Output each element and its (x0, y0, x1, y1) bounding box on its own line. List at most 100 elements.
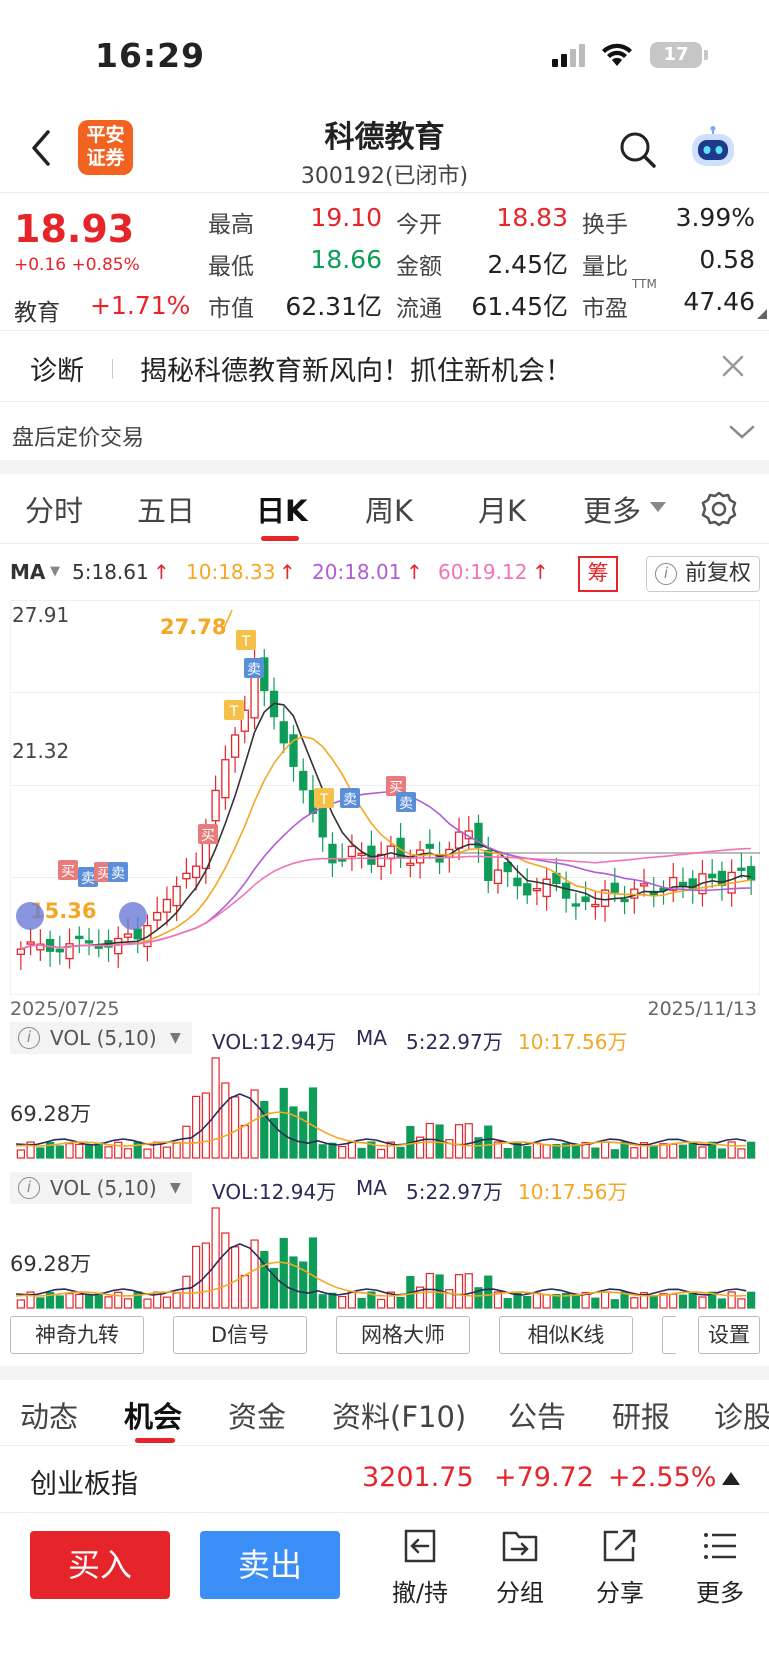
tab-monthly-k[interactable]: 月K (478, 494, 527, 528)
volume-bar (659, 1143, 668, 1159)
sector-name[interactable]: 教育 (14, 300, 60, 326)
volume-bar (688, 1142, 697, 1159)
volume-bar (16, 1299, 25, 1309)
ma10-line (20, 735, 752, 950)
tab-announcements[interactable]: 公告 (508, 1400, 567, 1434)
tool-settings[interactable]: 设置 (698, 1316, 760, 1354)
volume-bar (649, 1145, 658, 1159)
volume-bar (250, 1239, 259, 1309)
candle-body (299, 770, 308, 791)
ai-assistant-icon[interactable] (688, 126, 738, 170)
search-icon[interactable] (618, 130, 658, 170)
volume-selector[interactable]: i VOL (5,10) ▼ (10, 1172, 192, 1204)
chart-frame (10, 600, 760, 995)
tool-d-signal[interactable]: D信号 (173, 1316, 307, 1354)
tab-weekly-k[interactable]: 周K (365, 494, 414, 528)
tool-magic-nine[interactable]: 神奇九转 (10, 1316, 144, 1354)
index-ticker[interactable]: 创业板指 3201.75 +79.72 +2.55% (0, 1448, 769, 1510)
ma10-value: 10:18.33 (186, 560, 276, 584)
ma-caret-icon[interactable]: ▼ (50, 564, 60, 579)
volume-bar (192, 1245, 201, 1309)
sell-button[interactable]: 卖出 (200, 1531, 340, 1599)
candle-body (191, 865, 201, 879)
buy-button[interactable]: 买入 (30, 1531, 170, 1599)
volume-bar (75, 1143, 84, 1159)
tab-diagnosis[interactable]: 诊股 (714, 1400, 769, 1434)
tab-opportunity[interactable]: 机会 (124, 1400, 183, 1434)
share-button[interactable]: 分享 (580, 1527, 660, 1608)
volume-bar (454, 1274, 464, 1309)
trade-mark-box (386, 776, 406, 796)
close-icon[interactable] (718, 351, 748, 381)
ma-label[interactable]: MA (10, 560, 46, 584)
volume-bar (104, 1146, 113, 1159)
vol-ma-label: MA (356, 1026, 387, 1050)
tool-grid-master[interactable]: 网格大师 (336, 1316, 470, 1354)
volume-bar (552, 1293, 561, 1309)
candle-body (318, 806, 327, 838)
tab-daily-k[interactable]: 日K (256, 494, 308, 528)
tool-similar-k[interactable]: 相似K线 (499, 1316, 633, 1354)
diagnosis-banner[interactable]: 诊断 揭秘科德教育新风向！抓住新机会！ (0, 330, 769, 402)
tab-funds[interactable]: 资金 (228, 1400, 287, 1434)
gear-icon[interactable] (700, 490, 738, 528)
start-date: 2025/07/25 (10, 998, 120, 1020)
volume-ratio-label: 量比 (582, 254, 628, 280)
volume-bar (26, 1141, 35, 1159)
volume-chart-2[interactable] (10, 1204, 760, 1310)
volume-selector[interactable]: i VOL (5,10) ▼ (10, 1022, 192, 1054)
volume-chart-1[interactable] (10, 1054, 760, 1160)
y-label-top: 27.91 (12, 603, 69, 627)
tab-five-day[interactable]: 五日 (137, 494, 196, 528)
group-button[interactable]: 分组 (480, 1527, 560, 1608)
signal-icon (552, 44, 588, 67)
tab-intraday[interactable]: 分时 (25, 494, 84, 528)
volume-bar (678, 1144, 688, 1159)
volume-bar (493, 1291, 503, 1309)
diagnosis-text[interactable]: 揭秘科德教育新风向！抓住新机会！ (140, 356, 572, 387)
tab-research[interactable]: 研报 (612, 1400, 671, 1434)
after-hours-trading[interactable]: 盘后定价交易 (0, 404, 769, 460)
volume-bar (211, 1207, 220, 1309)
float-cap-label: 流通 (396, 296, 442, 322)
volume-bar (396, 1296, 405, 1309)
info-icon: i (18, 1177, 40, 1199)
volume-bar (347, 1141, 357, 1159)
cancel-hold-button[interactable]: 撤/持 (380, 1527, 460, 1608)
expand-up-icon[interactable] (722, 1472, 740, 1485)
chevron-down-icon[interactable] (728, 422, 756, 442)
volume-bar (464, 1273, 473, 1309)
volume-bar (318, 1144, 327, 1159)
volume-bar (610, 1299, 619, 1309)
tab-news[interactable]: 动态 (20, 1400, 79, 1434)
tool-buttons: 神奇九转 D信号 网格大师 相似K线 设置 (0, 1316, 769, 1360)
volume-bar (269, 1268, 279, 1309)
tool-overflow[interactable] (662, 1316, 676, 1354)
volume-bar (562, 1142, 571, 1159)
candlestick-chart[interactable]: 27.9121.3227.7815.36买卖买卖TT卖买T 卖买卖 (10, 600, 760, 995)
logo-line1: 平安 (86, 124, 125, 146)
expand-corner-icon[interactable] (757, 309, 767, 319)
volume-bar (172, 1292, 181, 1309)
volume-bar (425, 1272, 434, 1309)
candle-body (581, 896, 590, 903)
candle-body (737, 867, 746, 871)
volume-bar (484, 1125, 493, 1159)
candle-body (153, 911, 162, 921)
more-button[interactable]: 更多 (680, 1527, 760, 1608)
volume-bar (347, 1291, 357, 1309)
chip-distribution-button[interactable]: 筹 (578, 556, 618, 592)
volume-bar (36, 1147, 45, 1159)
adjust-price-button[interactable]: i 前复权 (646, 556, 760, 592)
cancel-hold-label: 撤/持 (391, 1579, 449, 1607)
volume-bar (620, 1141, 629, 1159)
volume-bar (114, 1291, 123, 1309)
tab-more[interactable]: 更多 (583, 494, 642, 528)
back-icon[interactable] (26, 128, 56, 168)
tab-f10[interactable]: 资料(F10) (332, 1400, 467, 1434)
candle-body (75, 935, 84, 940)
volume-bar (493, 1141, 503, 1159)
volume-bar (289, 1106, 298, 1159)
candle-body (532, 887, 542, 892)
volume-bar (308, 1087, 318, 1159)
